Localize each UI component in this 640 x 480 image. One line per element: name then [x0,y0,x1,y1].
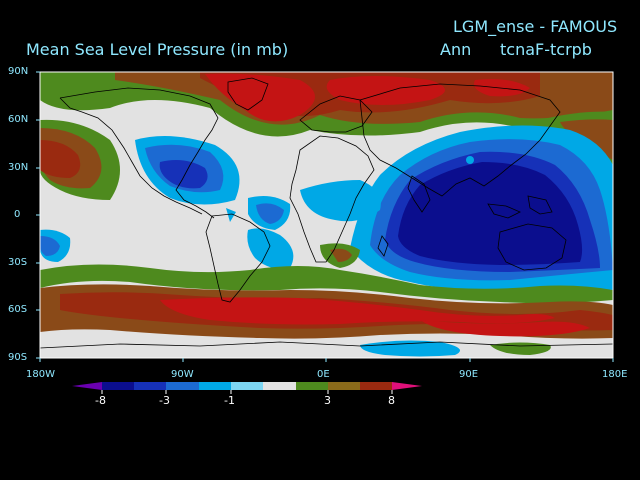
colorbar-label: 8 [388,394,395,407]
lon-tick-label: 180E [602,369,628,380]
experiment-title: LGM_ense - FAMOUS [453,17,618,36]
lat-tick-label: 30S [8,257,28,268]
axis-ticks [36,71,614,362]
lat-tick-label: 60S [8,304,28,315]
colorbar-arrow-low [72,382,102,390]
lat-tick-label: 30N [8,162,29,173]
period-label: Ann [440,40,472,59]
anomaly-field [40,72,613,358]
colorbar [72,382,422,394]
lon-tick-label: 180W [26,369,55,380]
difference-label: tcnaF-tcrpb [500,40,592,59]
lat-tick-label: 60N [8,114,29,125]
colorbar-label: 3 [324,394,331,407]
lon-tick-label: 90E [459,369,479,380]
lon-tick-label: 0E [317,369,330,380]
lat-tick-label: 0 [14,209,21,220]
lat-tick-label: 90S [8,352,28,363]
colorbar-arrow-high [392,382,422,390]
coastlines [40,77,613,349]
lon-tick-label: 90W [171,369,194,380]
colorbar-label: -1 [224,394,235,407]
map-title: Mean Sea Level Pressure (in mb) [26,40,289,59]
lat-tick-label: 90N [8,66,29,77]
colorbar-label: -8 [95,394,106,407]
colorbar-label: -3 [159,394,170,407]
